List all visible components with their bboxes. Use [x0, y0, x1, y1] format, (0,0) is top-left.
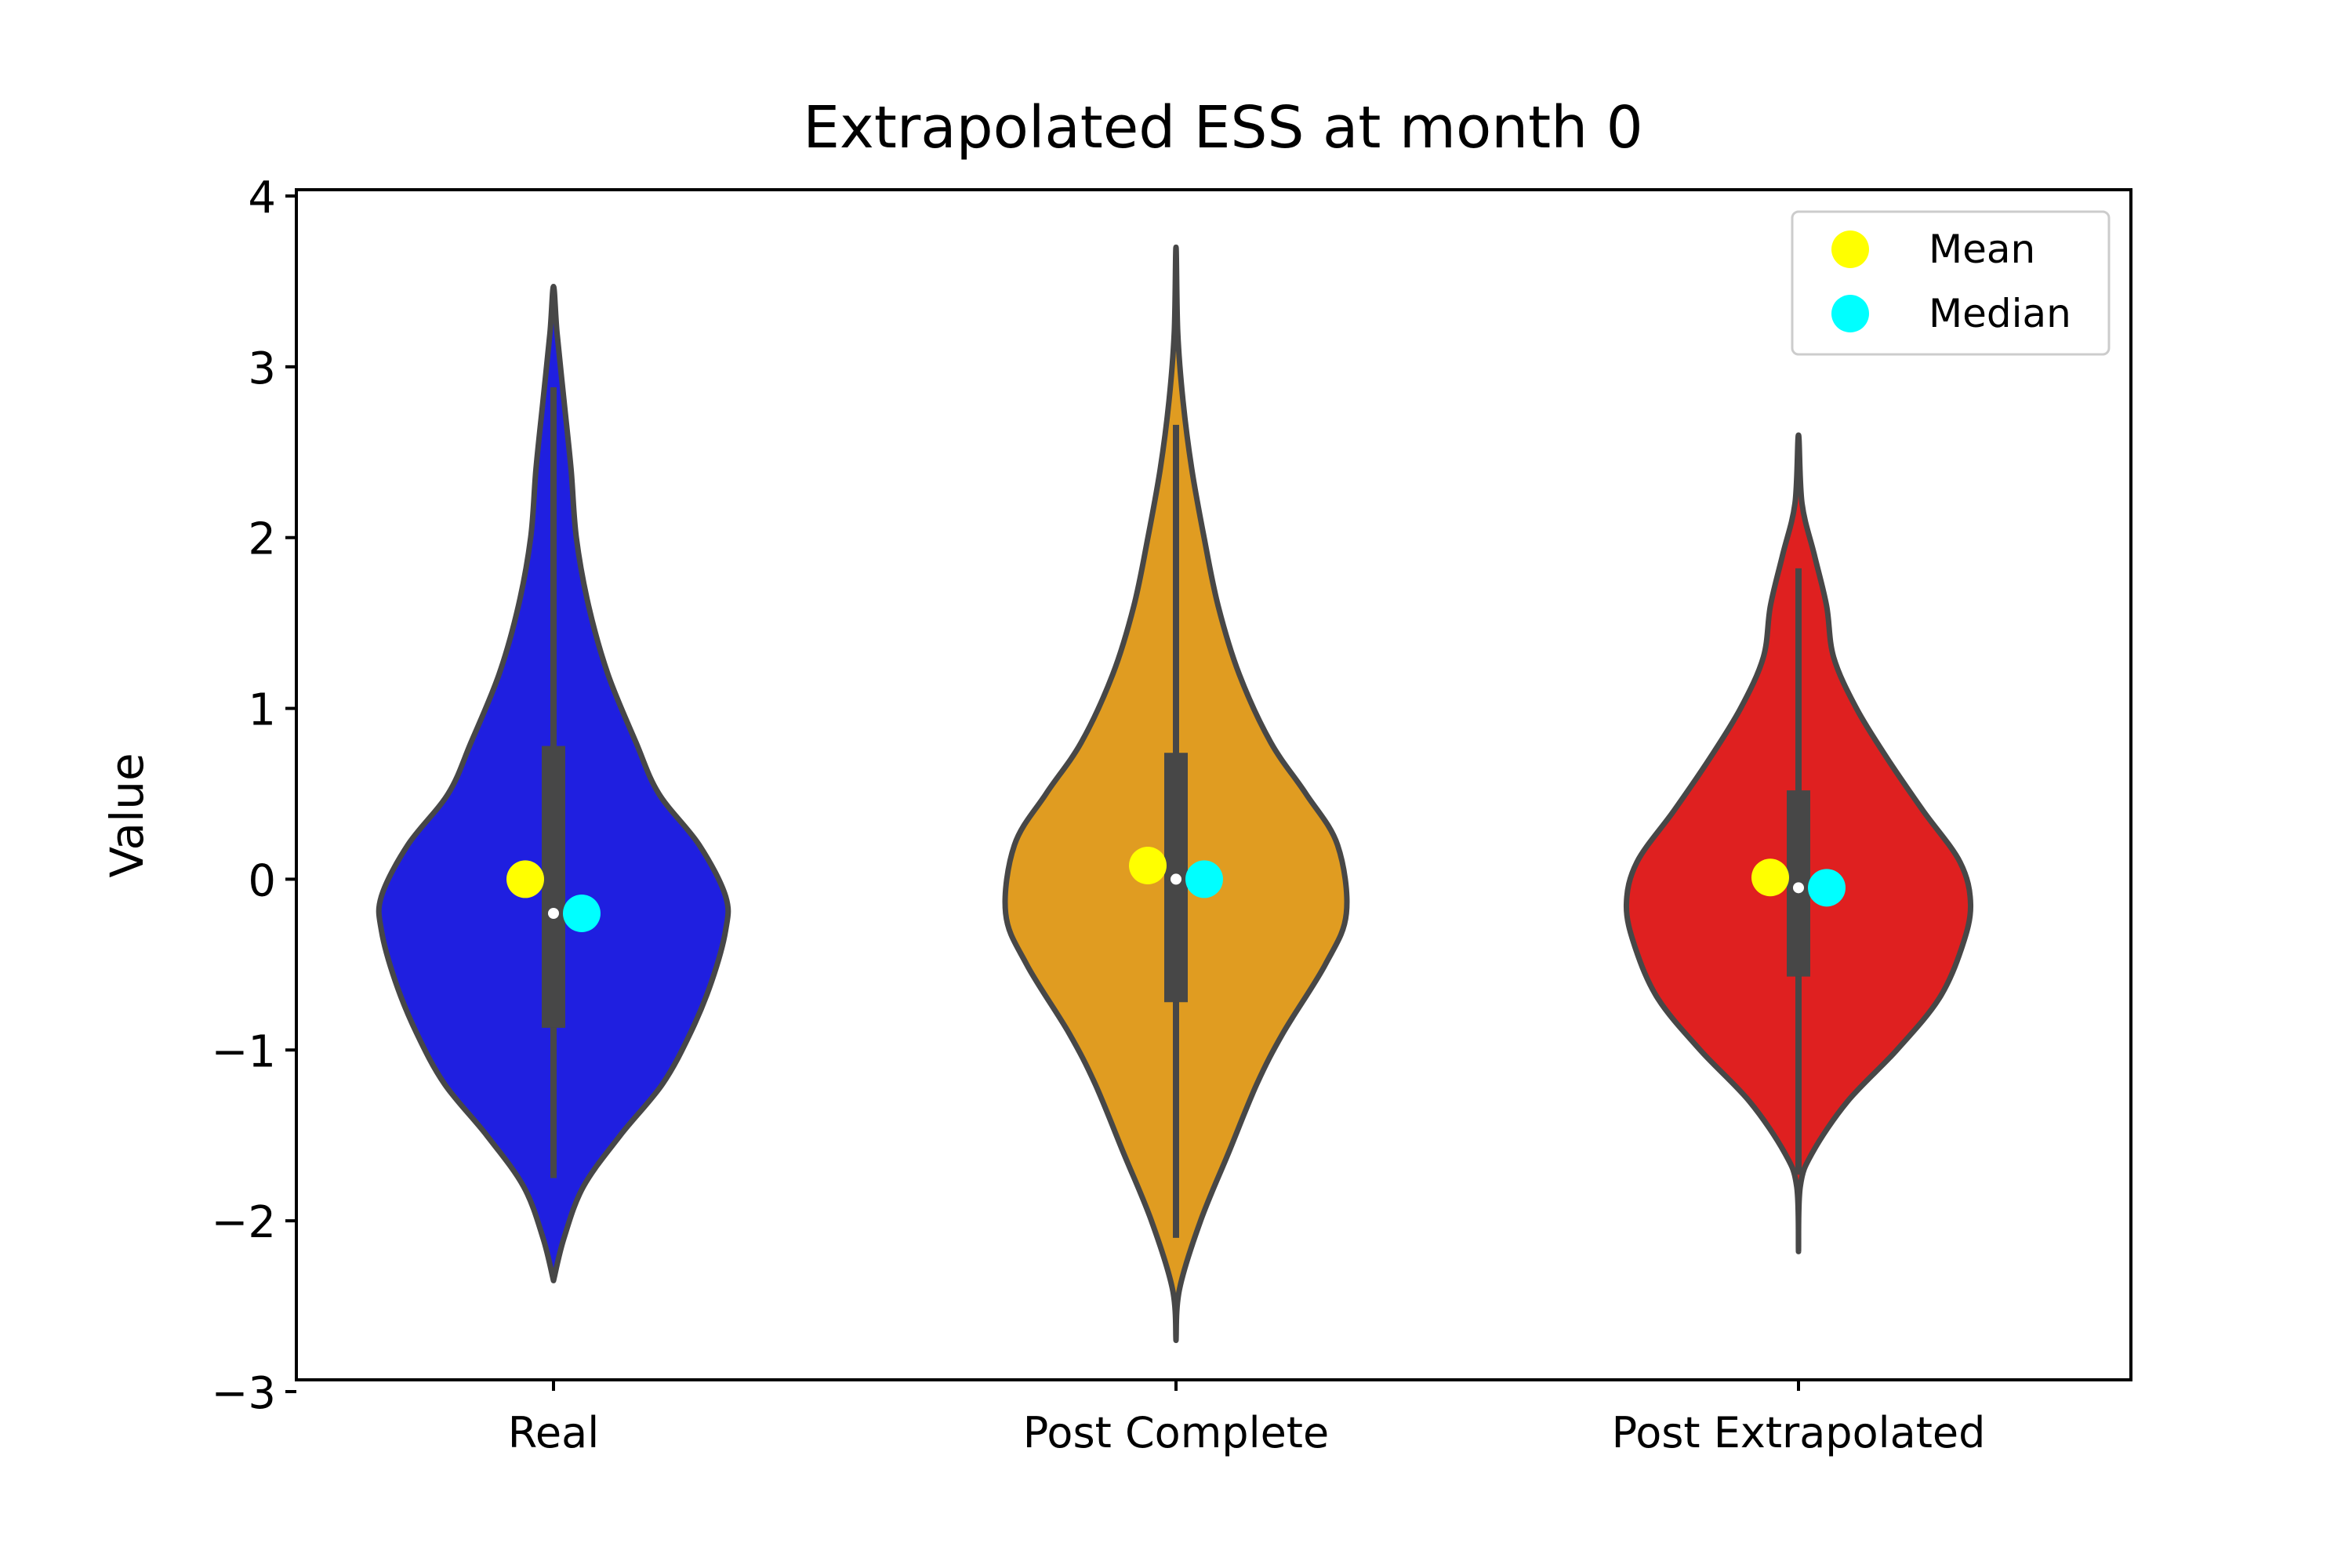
- y-axis-label: Value: [100, 753, 154, 877]
- legend: Mean Median: [1791, 210, 2111, 356]
- iqr-box: [542, 746, 565, 1028]
- x-tick-label: Real: [508, 1408, 599, 1457]
- y-tick-label: 3: [248, 343, 276, 394]
- mean-marker: [1129, 847, 1167, 884]
- legend-marker-mean: [1831, 230, 1869, 268]
- violin-post-extrapolated: [1623, 432, 1974, 1254]
- y-tick-label: −3: [211, 1368, 276, 1419]
- y-tick-label: 0: [248, 855, 276, 906]
- legend-label-median: Median: [1929, 291, 2071, 336]
- x-tick-label: Post Extrapolated: [1612, 1408, 1986, 1457]
- plot-area: [376, 244, 1974, 1344]
- legend-marker-median: [1831, 295, 1869, 332]
- y-tick-label: −1: [211, 1026, 276, 1077]
- inner-median-dot: [548, 908, 559, 919]
- mean-marker: [506, 860, 544, 898]
- median-marker: [1185, 860, 1223, 898]
- inner-median-dot: [1793, 882, 1804, 894]
- chart-title: Extrapolated ESS at month 0: [803, 94, 1642, 162]
- violin-real: [376, 283, 731, 1283]
- legend-label-mean: Mean: [1929, 227, 2035, 272]
- x-tick-label: Post Complete: [1023, 1408, 1329, 1457]
- inner-median-dot: [1171, 873, 1181, 885]
- axes: −3 −2 −1 0 1 2 3 4 Real Post Complete Post Extrapo…: [211, 172, 1985, 1457]
- mean-marker: [1751, 858, 1789, 897]
- median-marker: [563, 895, 601, 932]
- y-tick-label: 2: [248, 514, 276, 565]
- axes-frame: [295, 188, 2132, 1381]
- y-tick-label: 1: [248, 685, 276, 736]
- y-tick-label: −2: [211, 1197, 276, 1248]
- legend-box: [1791, 210, 2111, 356]
- median-marker: [1808, 869, 1846, 907]
- violin-post-complete: [1002, 244, 1350, 1344]
- y-tick-label: 4: [248, 172, 276, 223]
